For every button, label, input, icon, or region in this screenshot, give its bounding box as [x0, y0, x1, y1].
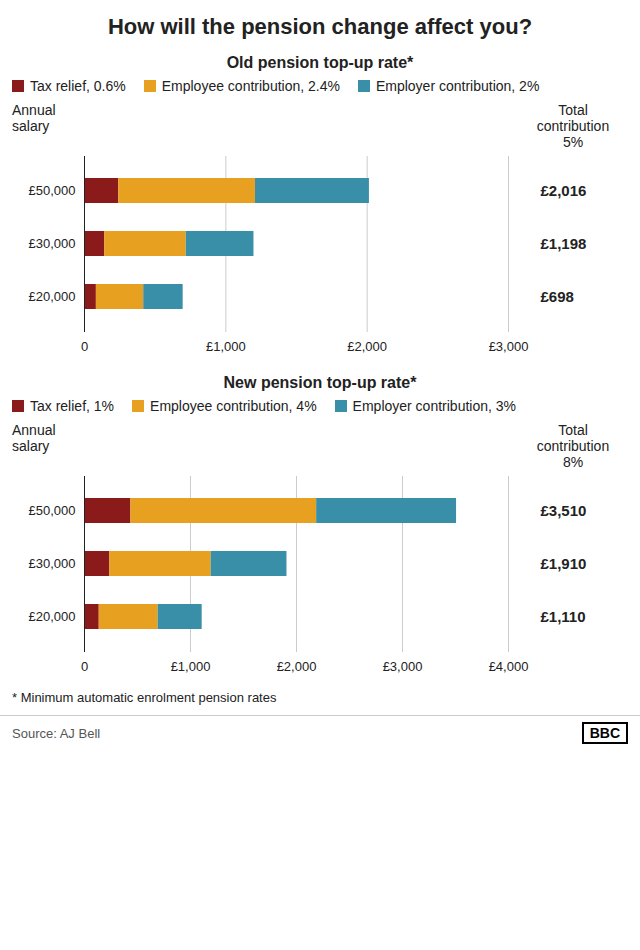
- html-text:New pension top-up rate*: New pension top-up rate*: [223, 374, 417, 391]
- svg-text:£1,198: £1,198: [541, 235, 587, 252]
- svg-text:£3,000: £3,000: [489, 339, 529, 354]
- svg-text:£3,000: £3,000: [383, 659, 423, 674]
- svg-text:£1,000: £1,000: [171, 659, 211, 674]
- html-text:Annual salary: Annual salary: [12, 102, 56, 134]
- html-text:Total contribution 5%: Total contribution 5%: [536, 102, 610, 150]
- svg-text:£1,110: £1,110: [541, 608, 586, 625]
- svg-text:£3,510: £3,510: [541, 502, 587, 519]
- html-text:* Minimum automatic enrolment: * Minimum automatic enrolment pension ra…: [12, 690, 277, 705]
- html-text:Employee contribution, 4%: Employee contribution, 4%: [150, 398, 317, 414]
- html-text:BBC: BBC: [589, 725, 620, 741]
- html-text:Employer contribution, 3%: Employer contribution, 3%: [352, 398, 516, 414]
- svg-text:£4,000: £4,000: [489, 659, 529, 674]
- svg-text:£30,000: £30,000: [29, 556, 76, 571]
- svg-text:£2,000: £2,000: [277, 659, 317, 674]
- html-text:Tax relief, 0.6%: Tax relief, 0.6%: [30, 78, 126, 94]
- svg-text:£2,000: £2,000: [347, 339, 387, 354]
- svg-text:0: 0: [81, 339, 88, 354]
- svg-text:£50,000: £50,000: [29, 183, 76, 198]
- html-text:How will the pension change af: How will the pension change affect you?: [107, 14, 533, 39]
- html-text:Total contribution 8%: Total contribution 8%: [536, 422, 610, 470]
- svg-text:0: 0: [81, 659, 88, 674]
- svg-text:£1,000: £1,000: [206, 339, 246, 354]
- svg-text:£50,000: £50,000: [29, 503, 76, 518]
- html-text:Old pension top-up rate*: Old pension top-up rate*: [226, 54, 414, 71]
- html-text:Employee contribution, 2.4%: Employee contribution, 2.4%: [161, 78, 340, 94]
- svg-text:£698: £698: [541, 288, 574, 305]
- html-text:Tax relief, 1%: Tax relief, 1%: [30, 398, 114, 414]
- html-text:Source: AJ Bell: Source: AJ Bell: [12, 725, 101, 741]
- html-text:Employer contribution, 2%: Employer contribution, 2%: [375, 78, 540, 94]
- svg-text:£1,910: £1,910: [541, 555, 587, 572]
- html-text:Annual salary: Annual salary: [12, 422, 56, 454]
- svg-text:£20,000: £20,000: [29, 609, 76, 624]
- svg-text:£20,000: £20,000: [29, 289, 76, 304]
- svg-text:£2,016: £2,016: [541, 182, 587, 199]
- svg-text:£30,000: £30,000: [29, 236, 76, 251]
